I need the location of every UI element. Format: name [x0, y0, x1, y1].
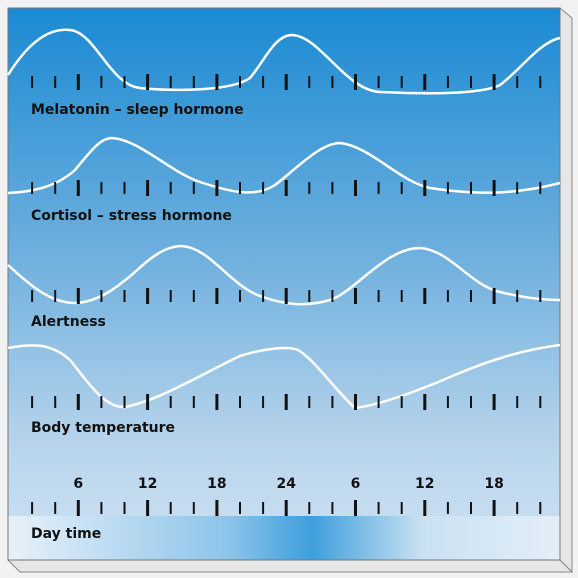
row-label: Cortisol – stress hormone	[31, 208, 232, 224]
hour-label: 12	[415, 476, 434, 492]
temperature-curve	[7, 343, 561, 410]
hour-label: 18	[484, 476, 503, 492]
alertness-curve	[7, 244, 561, 306]
hour-label: 18	[207, 476, 226, 492]
row-label: Alertness	[31, 314, 106, 330]
hour-label: 6	[351, 476, 361, 492]
panel	[8, 8, 560, 560]
row-label: Melatonin – sleep hormone	[31, 102, 244, 118]
hour-label: 24	[276, 476, 296, 492]
hour-label: 12	[138, 476, 157, 492]
row-label: Body temperature	[31, 420, 175, 436]
panel-border	[7, 7, 561, 561]
hour-label: 6	[73, 476, 83, 492]
frame-side	[559, 6, 573, 574]
frame-bottom	[6, 559, 574, 573]
cortisol-curve	[7, 136, 561, 195]
day-strip	[8, 516, 560, 560]
melatonin-curve	[6, 28, 561, 95]
axis-label: Day time	[31, 526, 101, 542]
